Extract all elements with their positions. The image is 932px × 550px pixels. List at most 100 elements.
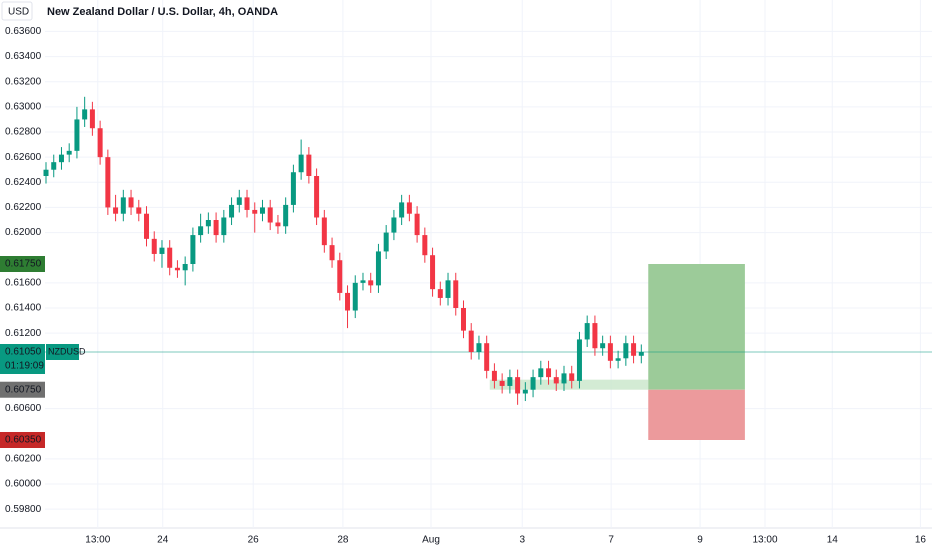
candle-body xyxy=(584,323,590,340)
candle-body xyxy=(321,217,327,246)
y-tick-label: 0.61400 xyxy=(5,303,42,314)
y-tick-label: 0.61200 xyxy=(5,328,42,339)
candle-body xyxy=(82,109,88,120)
candle-body xyxy=(437,289,443,298)
candle-body xyxy=(167,247,173,268)
candle-body xyxy=(213,220,219,236)
candle-body xyxy=(546,368,552,378)
candle-body xyxy=(151,238,157,254)
candle-body xyxy=(275,222,281,227)
y-tick-label: 0.62600 xyxy=(5,152,42,163)
candle-body xyxy=(259,207,265,214)
y-tick-label: 0.63400 xyxy=(5,51,42,62)
candle-body xyxy=(422,235,428,256)
y-tick-label: 0.62800 xyxy=(5,127,42,138)
y-tick-label: 0.63000 xyxy=(5,101,42,112)
candle-body xyxy=(43,169,49,176)
candle-body xyxy=(515,377,521,394)
candle-body xyxy=(66,150,72,155)
y-tick-label: 0.62000 xyxy=(5,227,42,238)
candle-body xyxy=(267,207,273,223)
candle-body xyxy=(576,339,582,381)
candle-body xyxy=(221,217,227,236)
candle-body xyxy=(174,267,180,271)
candle-body xyxy=(314,176,320,218)
current-price-label: 0.61050 xyxy=(5,347,42,358)
candle-body xyxy=(499,380,505,386)
candle-body xyxy=(453,280,459,308)
x-tick-label: 26 xyxy=(248,535,260,546)
y-tick-label: 0.60600 xyxy=(5,403,42,414)
candle-body xyxy=(290,172,296,205)
candle-body xyxy=(229,204,235,218)
candle-body xyxy=(600,343,606,349)
x-tick-label: 13:00 xyxy=(85,535,110,546)
x-tick-label: 16 xyxy=(915,535,927,546)
entry-label: 0.60750 xyxy=(5,384,42,395)
y-tick-label: 0.62200 xyxy=(5,202,42,213)
candle-body xyxy=(236,197,242,205)
candle-body xyxy=(345,292,351,311)
entry-label-bg xyxy=(0,381,45,398)
currency-box xyxy=(1,1,33,21)
candle-body xyxy=(631,343,637,356)
x-tick-label: 9 xyxy=(697,535,703,546)
candle-body xyxy=(391,217,397,233)
currency: USD xyxy=(8,7,29,18)
candle-body xyxy=(445,280,451,298)
y-tick-label: 0.63600 xyxy=(5,26,42,37)
candle-body xyxy=(337,260,343,293)
target-label-bg xyxy=(0,256,45,272)
candle-body xyxy=(430,255,436,290)
loss-zone xyxy=(648,389,745,440)
candle-body xyxy=(607,343,613,361)
candle-body xyxy=(476,343,482,352)
stop-label-bg xyxy=(0,432,45,448)
candle-body xyxy=(128,197,134,208)
candle-body xyxy=(623,343,629,359)
candle-body xyxy=(120,197,126,214)
candle-body xyxy=(484,343,490,371)
x-tick-label: 24 xyxy=(157,535,169,546)
symbol-label: NZDUSD xyxy=(48,346,86,356)
y-tick-label: 0.59800 xyxy=(5,504,42,515)
candle-body xyxy=(491,370,497,381)
zone xyxy=(489,379,649,390)
profit-zone xyxy=(648,264,745,390)
candle-body xyxy=(530,377,536,390)
candle-body xyxy=(538,368,544,378)
candle-body xyxy=(159,247,165,254)
candle-body xyxy=(74,119,80,151)
y-tick-label: 0.63200 xyxy=(5,76,42,87)
candle-body xyxy=(144,213,150,239)
candle-body xyxy=(113,207,119,214)
candle-body xyxy=(105,157,111,208)
candle-body xyxy=(615,358,621,361)
current-price-bg xyxy=(0,344,45,374)
target-label: 0.61750 xyxy=(5,259,42,270)
candle-body xyxy=(190,235,196,264)
candle-body xyxy=(58,154,64,163)
y-tick-label: 0.62400 xyxy=(5,177,42,188)
candle-body xyxy=(306,154,312,176)
candle-body xyxy=(383,232,389,252)
x-tick-label: Aug xyxy=(422,535,440,546)
candle-body xyxy=(352,282,358,311)
candle-body xyxy=(468,330,474,352)
candle-body xyxy=(252,209,258,214)
candle-body xyxy=(460,308,466,331)
chart-title: New Zealand Dollar / U.S. Dollar, 4h, OA… xyxy=(47,6,278,18)
candle-body xyxy=(406,202,412,214)
candle-body xyxy=(414,213,420,236)
stop-label: 0.60350 xyxy=(5,435,42,446)
candle-body xyxy=(329,245,335,261)
candle-body xyxy=(375,251,381,286)
candle-body xyxy=(592,323,598,349)
y-tick-label: 0.60000 xyxy=(5,479,42,490)
x-tick-label: 3 xyxy=(519,535,525,546)
candle-body xyxy=(97,128,103,158)
candle-body xyxy=(638,352,644,356)
candle-body xyxy=(368,280,374,286)
x-tick-label: 7 xyxy=(608,535,614,546)
